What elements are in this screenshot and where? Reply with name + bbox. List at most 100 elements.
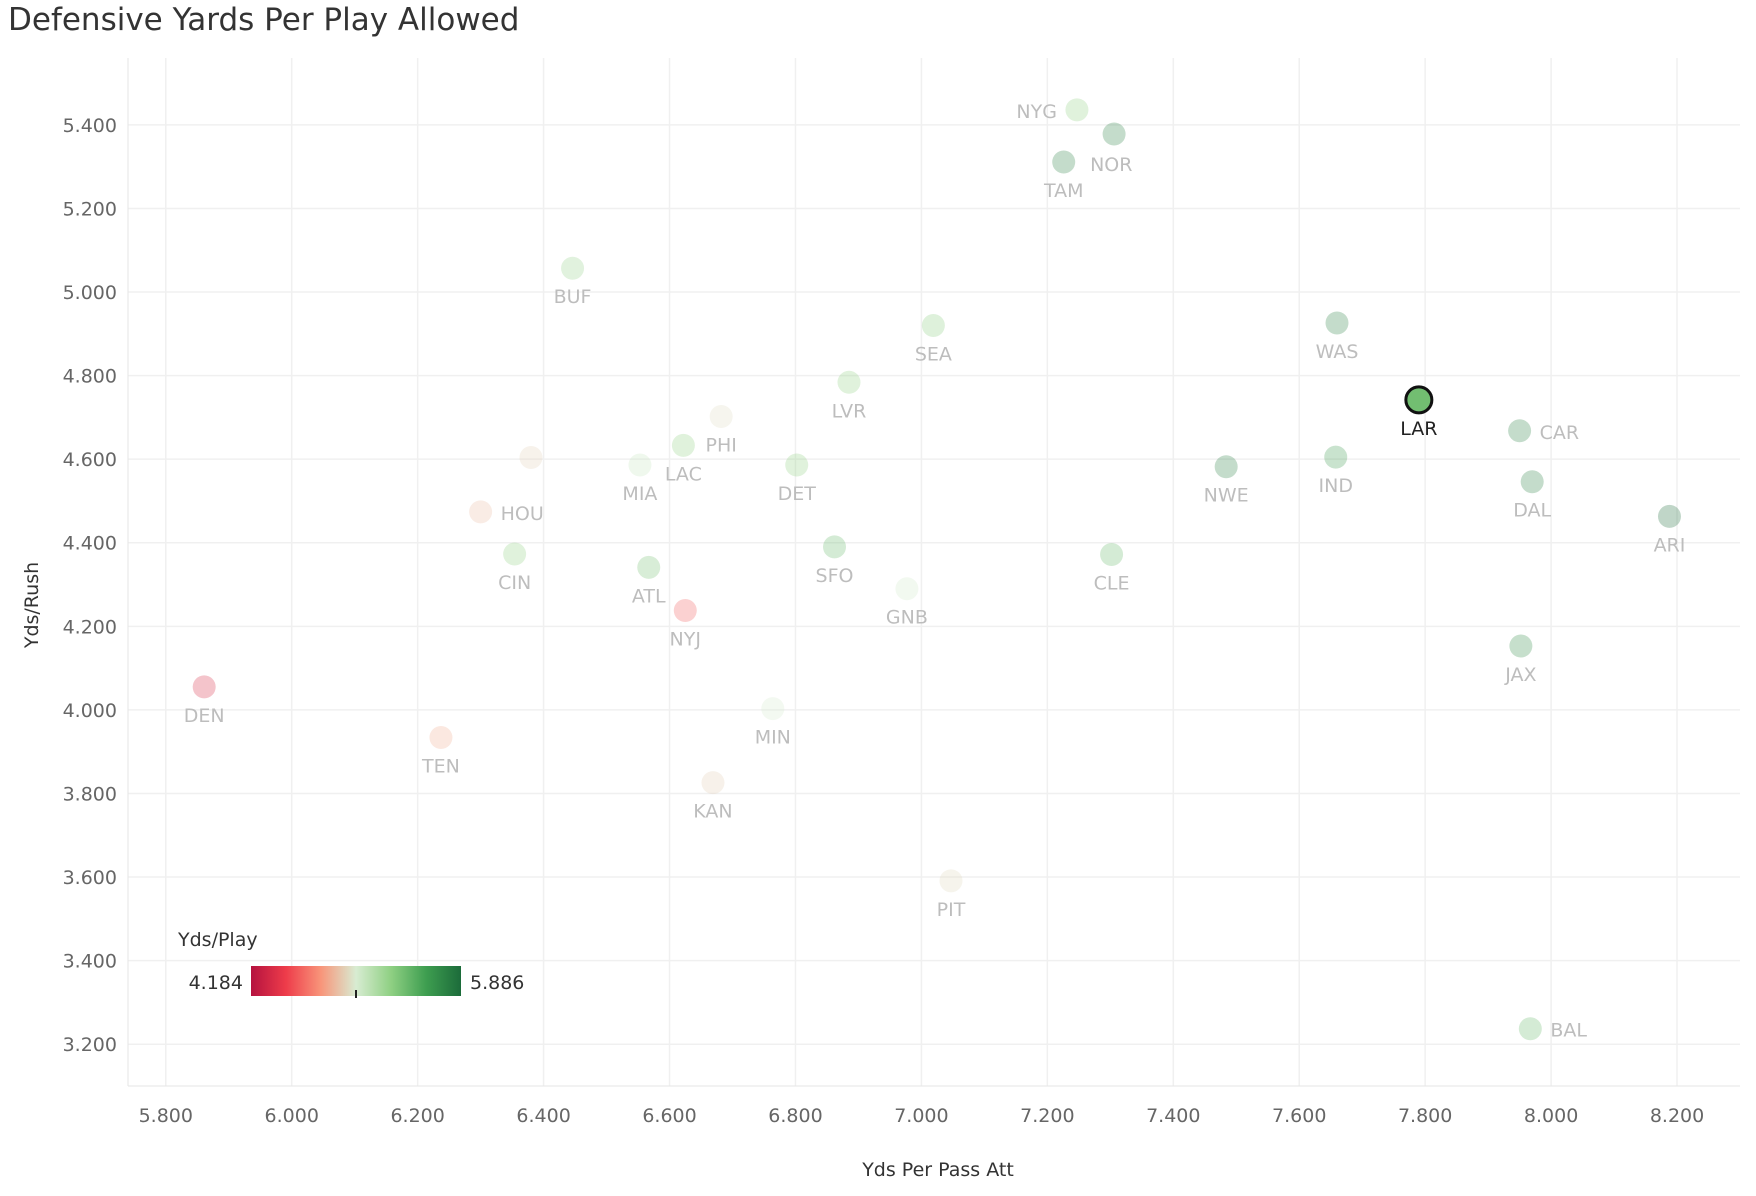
point-label-lvr: LVR bbox=[832, 400, 867, 422]
point-label-bal: BAL bbox=[1550, 1020, 1587, 1042]
data-point-ari[interactable] bbox=[1657, 504, 1681, 528]
y-tick-label: 5.000 bbox=[63, 282, 117, 304]
y-tick-label: 4.400 bbox=[63, 533, 117, 555]
data-point-nwe[interactable] bbox=[1214, 455, 1238, 479]
point-label-sfo: SFO bbox=[816, 565, 854, 587]
x-axis-title: Yds Per Pass Att bbox=[861, 1159, 1014, 1181]
data-point-lac[interactable] bbox=[671, 433, 695, 457]
data-point-mia[interactable] bbox=[628, 453, 652, 477]
y-tick-label: 4.200 bbox=[63, 616, 117, 638]
y-tick-label: 5.400 bbox=[63, 115, 117, 137]
point-label-nyg: NYG bbox=[1016, 101, 1057, 123]
data-point-nor[interactable] bbox=[1102, 122, 1126, 146]
point-label-kan: KAN bbox=[693, 801, 732, 823]
data-point-sea[interactable] bbox=[921, 313, 945, 337]
data-point-cle[interactable] bbox=[1100, 542, 1124, 566]
point-label-was: WAS bbox=[1316, 341, 1359, 363]
x-tick-label: 6.400 bbox=[516, 1105, 570, 1127]
point-label-atl: ATL bbox=[632, 585, 666, 607]
point-label-car: CAR bbox=[1540, 422, 1579, 444]
data-point-phi[interactable] bbox=[709, 405, 733, 429]
data-point-nyj[interactable] bbox=[673, 598, 697, 622]
point-label-tam: TAM bbox=[1043, 180, 1084, 202]
x-tick-label: 7.000 bbox=[894, 1105, 948, 1127]
point-label-cin: CIN bbox=[498, 572, 531, 594]
data-point-lar[interactable] bbox=[1404, 385, 1434, 415]
data-point-tam[interactable] bbox=[1052, 150, 1076, 174]
data-point-kan[interactable] bbox=[701, 771, 725, 795]
point-label-buf: BUF bbox=[554, 286, 592, 308]
x-tick-label: 7.600 bbox=[1272, 1105, 1326, 1127]
data-point-buf[interactable] bbox=[561, 256, 585, 280]
data-point-nyg[interactable] bbox=[1065, 98, 1089, 122]
data-point-gnb[interactable] bbox=[895, 577, 919, 601]
legend-min-label: 4.184 bbox=[189, 972, 243, 994]
point-label-ari: ARI bbox=[1654, 534, 1686, 556]
y-tick-label: 3.600 bbox=[63, 867, 117, 889]
point-label-ind: IND bbox=[1319, 475, 1353, 497]
color-legend: Yds/Play 4.184 5.886 bbox=[177, 929, 524, 998]
y-tick-label: 4.600 bbox=[63, 449, 117, 471]
legend-title: Yds/Play bbox=[177, 929, 258, 951]
data-point-ten[interactable] bbox=[429, 725, 453, 749]
chart-title: Defensive Yards Per Play Allowed bbox=[8, 2, 520, 38]
data-point-bal[interactable] bbox=[1518, 1017, 1542, 1041]
data-point-sfo[interactable] bbox=[823, 535, 847, 559]
axes: 5.800 6.000 6.200 6.400 6.600 6.800 7.000 7.200… bbox=[63, 58, 1740, 1127]
x-tick-label: 7.800 bbox=[1398, 1105, 1452, 1127]
grid-lines bbox=[128, 58, 1740, 1086]
point-label-cle: CLE bbox=[1094, 572, 1130, 594]
point-label-lar: LAR bbox=[1400, 418, 1437, 440]
x-tick-label: 6.000 bbox=[265, 1105, 319, 1127]
y-tick-label: 3.400 bbox=[63, 951, 117, 973]
data-point-car[interactable] bbox=[1508, 419, 1532, 443]
x-tick-label: 8.200 bbox=[1650, 1105, 1704, 1127]
point-label-jax: JAX bbox=[1504, 664, 1536, 686]
x-tick-label: 7.400 bbox=[1146, 1105, 1200, 1127]
point-label-pit: PIT bbox=[937, 899, 966, 921]
point-label-gnb: GNB bbox=[886, 607, 928, 629]
point-label-lac: LAC bbox=[665, 463, 702, 485]
data-point-pit[interactable] bbox=[939, 869, 963, 893]
y-axis-title: Yds/Rush bbox=[21, 562, 43, 649]
data-point-den[interactable] bbox=[192, 675, 216, 699]
data-point-hou[interactable] bbox=[519, 445, 543, 469]
data-point-lvr[interactable] bbox=[837, 370, 861, 394]
x-tick-label: 6.800 bbox=[768, 1105, 822, 1127]
data-point-min[interactable] bbox=[761, 697, 785, 721]
point-labels: NYG NOR TAM BUF SEA WAS LVR LAR PHI CAR LAC IND MIA D… bbox=[184, 101, 1686, 1042]
y-tick-label: 5.200 bbox=[63, 198, 117, 220]
point-label-nyj: NYJ bbox=[670, 628, 701, 650]
x-tick-label: 5.800 bbox=[139, 1105, 193, 1127]
data-point-cin[interactable] bbox=[503, 542, 527, 566]
point-label-den: DEN bbox=[184, 705, 225, 727]
point-label-phi: PHI bbox=[705, 435, 736, 457]
data-points bbox=[192, 98, 1681, 1041]
x-tick-label: 6.600 bbox=[642, 1105, 696, 1127]
data-point-atl[interactable] bbox=[637, 555, 661, 579]
y-tick-label: 3.200 bbox=[63, 1034, 117, 1056]
data-point-ind[interactable] bbox=[1324, 445, 1348, 469]
data-point-hou[interactable] bbox=[469, 500, 493, 524]
point-label-min: MIN bbox=[755, 727, 791, 749]
point-label-hou: HOU bbox=[501, 503, 544, 525]
x-tick-label: 6.200 bbox=[390, 1105, 444, 1127]
x-tick-label: 8.000 bbox=[1524, 1105, 1578, 1127]
data-point-dal[interactable] bbox=[1520, 470, 1544, 494]
point-label-sea: SEA bbox=[915, 343, 952, 365]
point-label-nor: NOR bbox=[1090, 154, 1132, 176]
legend-max-label: 5.886 bbox=[470, 972, 524, 994]
point-label-nwe: NWE bbox=[1204, 485, 1249, 507]
point-label-det: DET bbox=[778, 483, 817, 505]
data-point-det[interactable] bbox=[785, 453, 809, 477]
point-label-mia: MIA bbox=[622, 483, 657, 505]
data-point-jax[interactable] bbox=[1509, 634, 1533, 658]
point-label-ten: TEN bbox=[421, 755, 460, 777]
data-point-was[interactable] bbox=[1325, 311, 1349, 335]
y-tick-label: 4.800 bbox=[63, 366, 117, 388]
y-tick-label: 4.000 bbox=[63, 700, 117, 722]
point-label-dal: DAL bbox=[1513, 500, 1551, 522]
x-tick-label: 7.200 bbox=[1020, 1105, 1074, 1127]
y-tick-label: 3.800 bbox=[63, 783, 117, 805]
